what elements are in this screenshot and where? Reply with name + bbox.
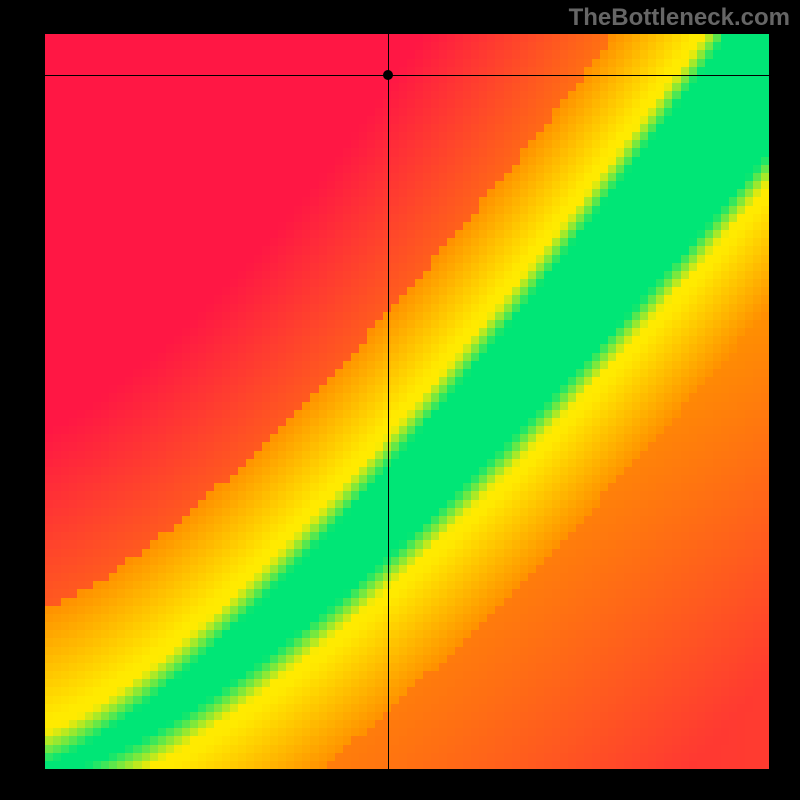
crosshair-vertical — [388, 34, 389, 769]
crosshair-horizontal — [45, 75, 769, 76]
crosshair-point — [383, 70, 393, 80]
watermark-text: TheBottleneck.com — [569, 4, 790, 32]
bottleneck-heatmap — [45, 34, 769, 769]
